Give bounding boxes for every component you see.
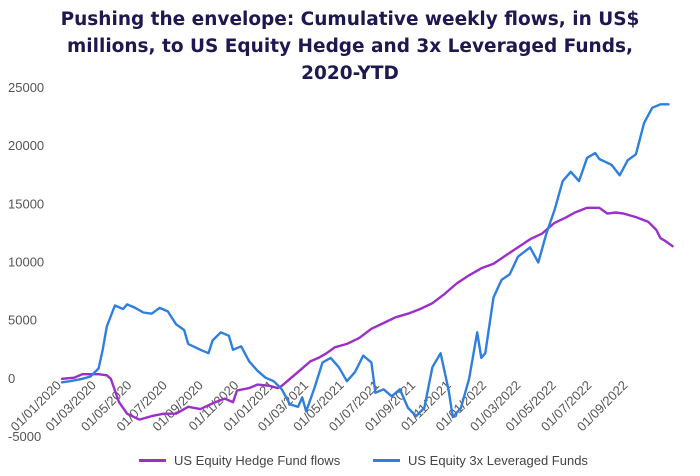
- legend-item-leveraged: US Equity 3x Leveraged Funds: [373, 453, 588, 468]
- chart-title: Pushing the envelope: Cumulative weekly …: [0, 6, 700, 87]
- chart-title-line-2: millions, to US Equity Hedge and 3x Leve…: [67, 36, 633, 57]
- series-line-hedge-fund-flows: [60, 206, 674, 421]
- legend-swatch-hedge: [139, 459, 166, 462]
- series-line-3x-leveraged-funds: [60, 103, 670, 419]
- y-tick-label: 5000: [8, 313, 37, 328]
- y-tick-label: 10000: [8, 255, 44, 270]
- y-tick-label: 20000: [8, 138, 44, 153]
- chart-title-line-3: 2020-YTD: [301, 63, 399, 84]
- series-lines: [60, 103, 674, 421]
- y-tick-label: 15000: [8, 196, 44, 211]
- x-axis: 01/01/202001/03/202001/05/202001/07/2020…: [7, 378, 630, 435]
- legend-label-hedge: US Equity Hedge Fund flows: [174, 453, 341, 468]
- y-tick-label: -5000: [8, 429, 41, 444]
- chart-title-line-1: Pushing the envelope: Cumulative weekly …: [60, 9, 640, 30]
- y-tick-label: 0: [8, 371, 15, 386]
- y-axis: 25000 20000 15000 10000 5000 0 -5000: [8, 80, 44, 444]
- legend: US Equity Hedge Fund flows US Equity 3x …: [0, 453, 700, 473]
- legend-item-hedge: US Equity Hedge Fund flows: [139, 453, 340, 468]
- legend-swatch-leveraged: [373, 459, 400, 462]
- legend-label-leveraged: US Equity 3x Leveraged Funds: [408, 453, 588, 468]
- y-tick-label: 25000: [8, 80, 44, 95]
